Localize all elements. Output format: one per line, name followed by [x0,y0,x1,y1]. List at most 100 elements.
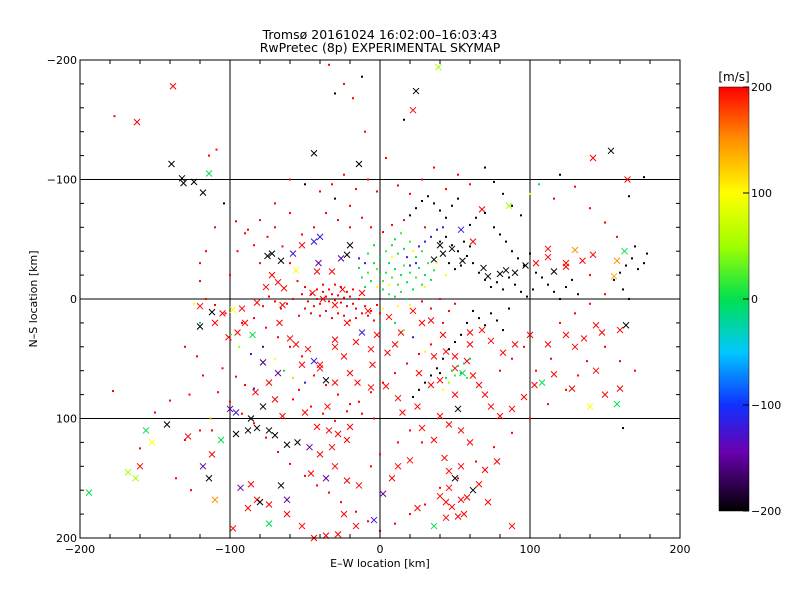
data-point-dot [304,183,306,186]
data-points [85,63,648,542]
data-point-dot [298,388,300,391]
data-point-dot [433,166,435,169]
data-point-cross [340,510,348,518]
data-point-dot [361,312,363,315]
data-point-dot [301,355,303,358]
data-point-dot [490,286,492,289]
data-point-cross [562,331,570,339]
data-point-dot [529,252,531,255]
data-point-cross [430,353,438,360]
data-point-dot [538,183,540,186]
data-point-cross [469,372,477,379]
data-point-cross [168,160,175,168]
data-point-cross [414,403,421,410]
data-point-dot [367,178,369,181]
data-point-dot [499,233,501,236]
data-point-dot [340,501,342,504]
data-point-dot [310,405,312,408]
data-point-dot [259,219,261,222]
data-point-dot [205,250,207,253]
data-point-dot [535,369,537,372]
data-point-dot [442,226,444,229]
data-point-dot [223,202,225,205]
data-point-cross [568,385,576,392]
data-point-dot [268,295,270,298]
data-point-dot [421,441,423,444]
data-point-cross [367,345,375,353]
data-point-cross [369,361,376,369]
colorbar-tick-label: −100 [751,399,781,412]
data-point-dot [457,250,459,253]
data-point-dot [253,422,255,425]
data-point-dot [334,299,336,302]
data-point-dot [445,376,447,379]
data-point-dot [526,295,528,298]
data-point-dot [634,369,636,372]
data-point-cross [237,484,244,492]
data-point-cross [196,302,204,310]
data-point-dot [619,271,621,274]
data-point-dot [319,302,321,305]
data-point-cross [279,412,286,420]
data-point-cross [436,376,444,384]
axis-ticks: −200 −100 0 100 200 200 100 0 −100 −200 [47,54,691,556]
data-point-dot [319,314,321,317]
data-point-dot [511,431,513,434]
data-point-cross [217,436,225,444]
data-point-cross [334,531,342,538]
data-point-dot [139,447,141,450]
data-point-dot [409,240,411,243]
data-point-dot [397,184,399,187]
data-point-cross [478,326,486,334]
data-point-dot [373,319,375,322]
data-point-cross [358,329,366,336]
data-point-dot [490,312,492,315]
data-point-cross [414,504,421,512]
data-point-cross [436,241,444,249]
grid-lines [80,60,680,538]
data-point-cross [442,498,450,506]
data-point-dot [433,269,435,272]
data-point-dot [379,312,381,315]
data-point-cross [502,266,510,274]
data-point-dot [331,293,333,296]
data-point-cross [283,441,291,449]
data-point-dot [409,513,411,516]
data-point-dot [457,173,459,176]
data-point-dot [304,307,306,310]
data-point-cross [264,252,271,260]
data-point-cross [301,409,309,416]
data-point-cross [379,490,387,498]
data-point-dot [205,298,207,300]
data-point-dot [634,245,636,248]
data-point-dot [445,235,447,238]
data-point-dot [508,276,510,279]
data-point-dot [266,235,269,238]
data-point-cross [598,329,606,336]
data-point-cross [310,238,318,245]
data-point-dot [301,233,303,236]
data-point-cross [451,474,459,482]
data-point-dot [370,465,372,468]
data-point-cross [550,268,558,275]
data-point-cross [544,253,552,261]
data-point-dot [328,491,330,494]
data-point-cross [247,480,255,488]
data-point-dot [373,244,375,247]
data-point-cross [274,278,282,286]
data-point-cross [382,382,390,390]
data-point-cross [454,405,462,413]
data-point-dot [382,288,384,291]
data-point-cross [328,268,336,275]
data-point-dot [430,343,432,346]
data-point-cross [277,257,285,265]
data-point-dot [244,384,246,387]
data-point-cross [418,424,426,432]
data-point-cross [306,443,313,451]
data-point-cross [388,474,396,482]
y-tick-label: −200 [47,54,77,67]
data-point-cross [343,436,351,444]
data-point-dot [409,214,411,217]
data-point-dot [505,240,507,243]
